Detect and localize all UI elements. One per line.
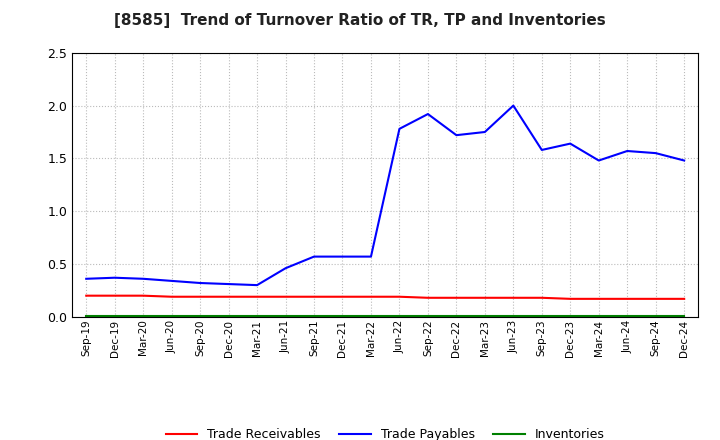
Trade Payables	[452, 132, 461, 138]
Trade Receivables	[310, 294, 318, 299]
Trade Receivables	[680, 296, 688, 301]
Line: Trade Receivables: Trade Receivables	[86, 296, 684, 299]
Inventories	[395, 313, 404, 319]
Trade Payables	[282, 266, 290, 271]
Trade Payables	[338, 254, 347, 259]
Text: [8585]  Trend of Turnover Ratio of TR, TP and Inventories: [8585] Trend of Turnover Ratio of TR, TP…	[114, 13, 606, 28]
Trade Payables	[537, 147, 546, 153]
Inventories	[82, 313, 91, 319]
Trade Payables	[423, 111, 432, 117]
Inventories	[167, 313, 176, 319]
Inventories	[537, 313, 546, 319]
Trade Receivables	[196, 294, 204, 299]
Inventories	[623, 313, 631, 319]
Trade Payables	[566, 141, 575, 146]
Trade Receivables	[480, 295, 489, 301]
Trade Receivables	[282, 294, 290, 299]
Inventories	[338, 313, 347, 319]
Inventories	[566, 313, 575, 319]
Trade Payables	[139, 276, 148, 282]
Inventories	[452, 313, 461, 319]
Inventories	[253, 313, 261, 319]
Trade Payables	[652, 150, 660, 156]
Inventories	[282, 313, 290, 319]
Legend: Trade Receivables, Trade Payables, Inventories: Trade Receivables, Trade Payables, Inven…	[161, 423, 610, 440]
Trade Payables	[196, 280, 204, 286]
Trade Payables	[225, 282, 233, 287]
Trade Receivables	[623, 296, 631, 301]
Trade Receivables	[452, 295, 461, 301]
Trade Receivables	[566, 296, 575, 301]
Inventories	[652, 313, 660, 319]
Trade Payables	[595, 158, 603, 163]
Trade Receivables	[395, 294, 404, 299]
Trade Receivables	[652, 296, 660, 301]
Trade Payables	[82, 276, 91, 282]
Inventories	[595, 313, 603, 319]
Inventories	[110, 313, 119, 319]
Trade Receivables	[509, 295, 518, 301]
Trade Payables	[366, 254, 375, 259]
Inventories	[423, 313, 432, 319]
Trade Payables	[167, 278, 176, 283]
Trade Payables	[395, 126, 404, 132]
Inventories	[509, 313, 518, 319]
Trade Receivables	[82, 293, 91, 298]
Inventories	[310, 313, 318, 319]
Trade Receivables	[537, 295, 546, 301]
Inventories	[680, 313, 688, 319]
Trade Receivables	[366, 294, 375, 299]
Trade Receivables	[595, 296, 603, 301]
Line: Trade Payables: Trade Payables	[86, 106, 684, 285]
Trade Payables	[623, 148, 631, 154]
Trade Payables	[680, 158, 688, 163]
Trade Receivables	[110, 293, 119, 298]
Inventories	[480, 313, 489, 319]
Trade Payables	[110, 275, 119, 280]
Trade Payables	[310, 254, 318, 259]
Trade Receivables	[253, 294, 261, 299]
Trade Receivables	[338, 294, 347, 299]
Inventories	[139, 313, 148, 319]
Trade Receivables	[167, 294, 176, 299]
Trade Payables	[509, 103, 518, 108]
Trade Receivables	[225, 294, 233, 299]
Inventories	[366, 313, 375, 319]
Inventories	[196, 313, 204, 319]
Trade Receivables	[139, 293, 148, 298]
Trade Receivables	[423, 295, 432, 301]
Trade Payables	[253, 282, 261, 288]
Trade Payables	[480, 129, 489, 135]
Inventories	[225, 313, 233, 319]
